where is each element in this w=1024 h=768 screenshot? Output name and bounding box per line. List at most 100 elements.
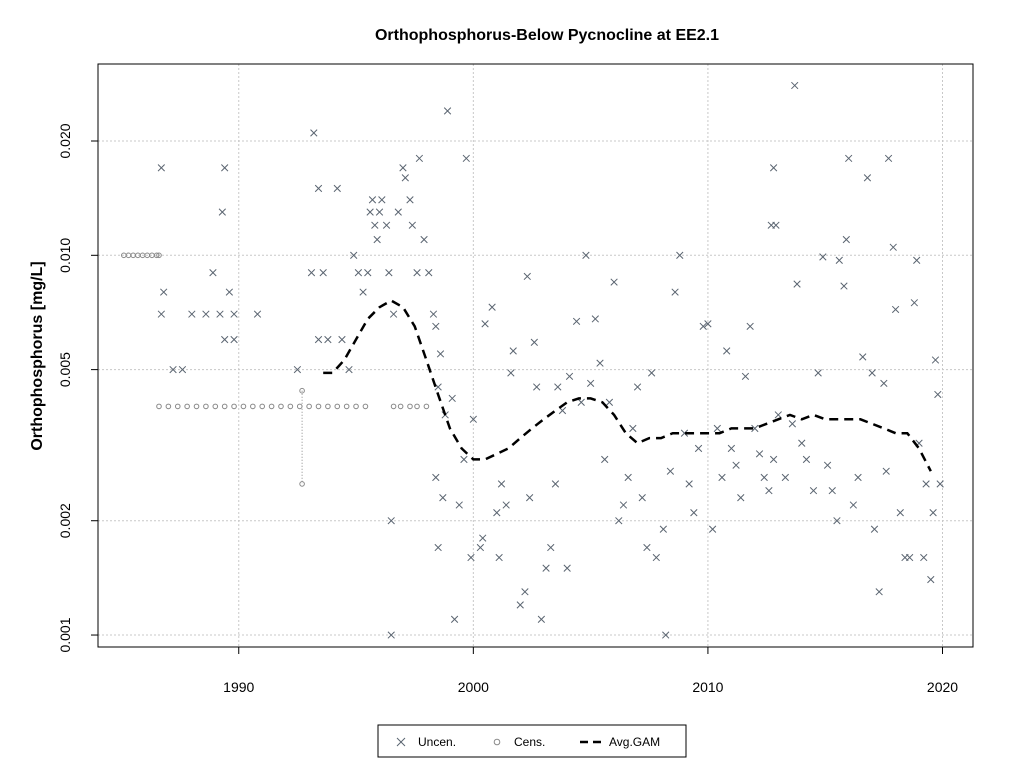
- uncensored-point: [884, 154, 893, 163]
- uncensored-point: [835, 256, 843, 264]
- censored-point: [343, 403, 350, 410]
- uncensored-point: [652, 553, 660, 562]
- uncensored-point: [554, 383, 562, 391]
- uncensored-point: [523, 272, 531, 281]
- uncensored-point: [814, 369, 822, 377]
- uncensored-point: [479, 534, 487, 542]
- uncensored-point: [401, 174, 409, 182]
- legend-label-gam: Avg.GAM: [609, 735, 660, 749]
- uncensored-point: [680, 429, 689, 437]
- uncensored-point: [425, 269, 433, 277]
- uncensored-point: [746, 322, 754, 330]
- legend-item-gam: Avg.GAM: [580, 735, 660, 749]
- censored-point: [287, 403, 294, 410]
- uncensored-point: [859, 353, 867, 361]
- censored-point: [212, 403, 219, 410]
- uncensored-point: [823, 461, 832, 469]
- uncensored-point: [310, 129, 318, 137]
- uncensored-point: [760, 473, 768, 482]
- censored-point: [407, 403, 413, 410]
- uncensored-point: [920, 553, 928, 562]
- uncensored-point: [931, 356, 940, 364]
- uncensored-point: [610, 278, 618, 286]
- censored-point: [325, 403, 331, 410]
- censored-point: [397, 403, 404, 410]
- uncensored-point: [314, 184, 323, 193]
- grid-lines: [98, 64, 973, 647]
- uncensored-point: [772, 221, 780, 229]
- uncensored-point: [769, 455, 778, 464]
- uncensored-point: [537, 615, 546, 623]
- censored-point: [362, 403, 369, 410]
- uncensored-point: [399, 164, 407, 172]
- uncensored-point: [699, 322, 707, 330]
- uncensored-point: [366, 208, 374, 216]
- uncensored-point: [849, 501, 858, 509]
- uncensored-point: [647, 369, 656, 377]
- legend-x-marker-icon: [396, 737, 406, 747]
- censored-point: [353, 403, 359, 410]
- uncensored-point: [676, 251, 684, 259]
- uncensored-point: [160, 288, 168, 296]
- uncensored-point: [798, 439, 806, 447]
- uncensored-point: [462, 154, 470, 163]
- censored-point: [250, 403, 256, 410]
- uncensored-point: [221, 164, 229, 172]
- uncensored-point: [591, 315, 599, 323]
- uncensored-point: [694, 444, 703, 453]
- uncensored-point: [406, 196, 414, 204]
- chart-title: Orthophosphorus-Below Pycnocline at EE2.…: [375, 27, 719, 44]
- uncensored-point: [230, 335, 238, 344]
- uncensored-point: [338, 335, 346, 344]
- censored-point: [231, 403, 237, 410]
- uncensored-point: [368, 196, 377, 204]
- uncensored-point: [455, 501, 463, 509]
- censored-point: [390, 403, 397, 410]
- uncensored-point: [157, 164, 165, 172]
- uncensored-point: [450, 615, 459, 623]
- uncensored-point: [870, 525, 879, 533]
- legend-circle-marker-icon: [493, 738, 501, 746]
- uncensored-point: [662, 631, 670, 639]
- censored-point: [184, 403, 190, 410]
- uncensored-point: [507, 369, 515, 377]
- uncensored-point: [936, 480, 944, 488]
- uncensored-point: [436, 350, 445, 358]
- uncensored-point: [509, 347, 517, 355]
- uncensored-point: [788, 420, 797, 428]
- legend: Uncen. Cens. Avg.GAM: [377, 724, 687, 758]
- uncensored-point: [572, 317, 581, 326]
- uncensored-point: [741, 372, 750, 380]
- uncensored-point: [225, 288, 234, 296]
- censored-point: [299, 481, 305, 487]
- uncensored-point: [828, 487, 836, 495]
- uncensored-point: [502, 501, 510, 509]
- uncensored-point: [319, 269, 327, 277]
- uncensored-point: [927, 575, 935, 584]
- y-tick-label: 0.001: [57, 617, 73, 652]
- y-tick-label: 0.005: [57, 352, 73, 387]
- uncensored-point: [910, 299, 919, 307]
- uncensored-point: [577, 398, 585, 406]
- uncensored-point: [845, 154, 853, 163]
- uncensored-point: [891, 305, 900, 314]
- legend-box: [377, 724, 687, 758]
- uncensored-point: [495, 553, 503, 562]
- uncensored-point: [375, 208, 384, 216]
- uncensored-point: [293, 365, 302, 374]
- uncensored-point: [460, 455, 468, 464]
- uncensored-point: [840, 282, 848, 290]
- uncensored-point: [481, 320, 489, 328]
- uncensored-point: [802, 455, 811, 464]
- censored-point: [153, 252, 160, 259]
- censored-point: [203, 403, 209, 410]
- uncensored-point: [551, 480, 560, 488]
- uncensored-point: [793, 280, 801, 288]
- censored-point: [156, 403, 162, 410]
- censored-point: [193, 403, 200, 410]
- uncensored-point: [359, 288, 367, 296]
- uncensored-point: [755, 450, 764, 458]
- uncensored-point: [408, 221, 416, 229]
- uncensored-point: [324, 335, 332, 344]
- gam-trend-line: [323, 299, 932, 472]
